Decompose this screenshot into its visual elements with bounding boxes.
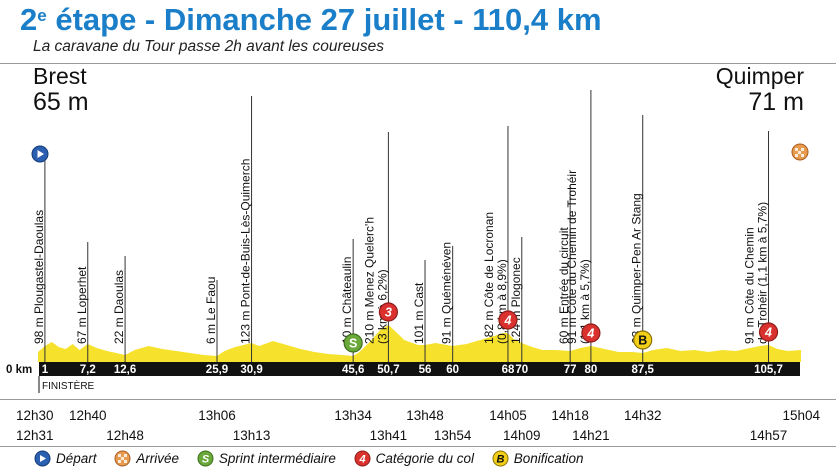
waypoint-label: 123 m Pont-de-Buis-Lès-Quimerch <box>239 159 253 344</box>
stage-title: 2e étape - Dimanche 27 juillet - 110,4 k… <box>20 2 602 37</box>
marker-label: 4 <box>503 314 511 328</box>
time-label: 14h21 <box>572 428 610 443</box>
waypoint-label: 10 m Châteaulin <box>340 257 354 344</box>
finish-icon <box>791 143 809 161</box>
start-city: Brest <box>33 63 87 89</box>
waypoint-label: 22 m Daoulas <box>112 270 126 344</box>
km-mark-label: 30,9 <box>240 364 262 376</box>
legend-depart: Départ <box>34 450 97 467</box>
time-label: 14h18 <box>551 408 589 423</box>
waypoint-label: 6 m Le Faou <box>204 277 218 344</box>
km-mark-label: 68 <box>502 364 515 376</box>
distance-bar <box>39 362 800 376</box>
waypoint-label: de Trohéir (1,1 km à 5,7%) <box>756 202 770 344</box>
col-marker: 4 <box>758 322 779 342</box>
climb-category-icon: 4 <box>354 450 371 467</box>
time-label: 12h31 <box>16 428 54 443</box>
km-mark-label: 70 <box>515 364 528 376</box>
waypoint-label: 91 m Côte du Chemin <box>743 227 757 344</box>
waypoint-label: 91 m Quéménéven <box>440 242 454 344</box>
time-label: 13h48 <box>406 408 444 423</box>
svg-text:4: 4 <box>358 454 365 466</box>
marker-label: 4 <box>764 326 772 340</box>
col-marker: 4 <box>498 310 518 330</box>
finish-altitude: 71 m <box>748 88 804 116</box>
km-mark-label: 105,7 <box>754 364 783 376</box>
time-label: 13h41 <box>370 428 408 443</box>
time-label: 15h04 <box>782 408 820 423</box>
time-label: 12h30 <box>16 408 54 423</box>
km-mark-label: 1 <box>42 364 49 376</box>
region-label: FINISTÈRE <box>42 381 95 392</box>
elevation-profile <box>38 325 801 362</box>
sprint-marker: S <box>343 333 363 353</box>
waypoint-label: 210 m Menez Quelerc'h <box>362 217 376 344</box>
legend-divider <box>0 446 836 447</box>
start-altitude: 65 m <box>33 88 89 116</box>
km-mark-label: 80 <box>585 364 598 376</box>
time-label: 12h48 <box>106 428 144 443</box>
waypoint-label: 124 m Plogonec <box>509 257 523 344</box>
top-divider <box>0 63 836 64</box>
legend-sprint: S Sprint intermédiaire <box>197 450 336 467</box>
col-marker: 4 <box>581 323 601 343</box>
start-icon <box>31 145 49 163</box>
marker-label: 3 <box>385 306 392 320</box>
time-label: 14h05 <box>489 408 527 423</box>
waypoint-label: 101 m Cast <box>412 282 426 344</box>
km-mark-label: 7,2 <box>80 364 96 376</box>
waypoint-label: 98 m Plougastel-Daoulas <box>32 210 46 344</box>
legend-col: 4 Catégorie du col <box>354 450 474 467</box>
start-icon <box>34 450 51 467</box>
waypoint-label: 182 m Côte de Locronan <box>482 212 496 344</box>
time-label: 13h13 <box>233 428 271 443</box>
km-mark-label: 12,6 <box>114 364 136 376</box>
km-mark-label: 77 <box>564 364 577 376</box>
legend-arrivee: Arrivée <box>114 450 179 467</box>
marker-label: 4 <box>586 327 594 341</box>
km-mark-label: 45,6 <box>342 364 364 376</box>
waypoint-label: (1,1 km à 5,7%) <box>578 259 592 344</box>
time-label: 13h06 <box>198 408 236 423</box>
waypoint-label: 60 m Entrée du circuit <box>557 227 571 344</box>
bottom-divider <box>0 399 836 400</box>
bonus-marker: B <box>633 330 653 350</box>
legend: Départ Arrivée S Sprint intermédiaire 4 … <box>34 450 598 470</box>
km-mark-label: 60 <box>446 364 459 376</box>
svg-text:S: S <box>202 454 210 466</box>
km-mark-label: 87,5 <box>632 364 655 376</box>
col-marker: 3 <box>378 302 398 322</box>
svg-text:B: B <box>496 454 504 466</box>
time-label: 14h57 <box>750 428 788 443</box>
km-mark-label: 56 <box>419 364 432 376</box>
time-label: 13h54 <box>434 428 472 443</box>
time-label: 13h34 <box>334 408 372 423</box>
waypoint-label: 67 m Loperhet <box>75 266 89 344</box>
legend-bonus: B Bonification <box>492 450 584 467</box>
waypoint-label: 63 m Quimper-Pen Ar Stang <box>630 193 644 344</box>
finish-city: Quimper <box>715 63 804 89</box>
km-mark-label: 50,7 <box>377 364 399 376</box>
waypoint-label: (0,8 km à 8,9%) <box>495 259 509 344</box>
bonus-icon: B <box>492 450 509 467</box>
waypoint-label: 91 m Côte du Chemin de Trohéir <box>565 170 579 344</box>
time-label: 14h09 <box>503 428 541 443</box>
time-label: 14h32 <box>624 408 662 423</box>
marker-label: B <box>638 334 647 348</box>
time-label: 12h40 <box>69 408 107 423</box>
finish-icon <box>114 450 131 467</box>
marker-label: S <box>349 337 357 351</box>
stage-profile-chart: 98 m Plougastel-Daoulas 67 m Loperhet 22 m… <box>16 90 820 443</box>
zero-km-label: 0 km <box>6 364 33 376</box>
sprint-icon: S <box>197 450 214 467</box>
caravan-note: La caravane du Tour passe 2h avant les c… <box>33 38 384 55</box>
km-mark-label: 25,9 <box>206 364 228 376</box>
